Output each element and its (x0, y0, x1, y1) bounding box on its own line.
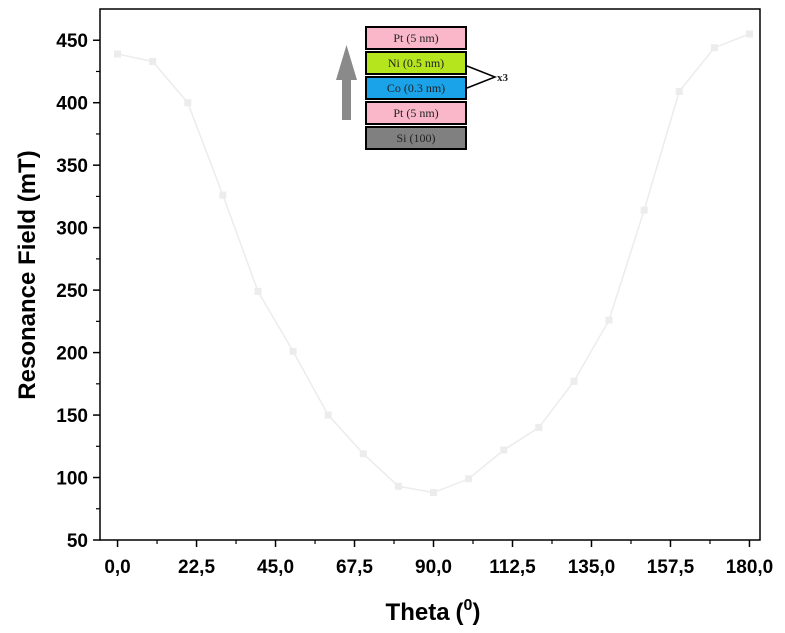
x-axis-title-close: ) (472, 599, 480, 626)
x-tick-label: 180,0 (726, 557, 774, 578)
data-point-marker (465, 475, 473, 483)
data-point-marker (675, 87, 683, 95)
inset-layer-label: Si (100) (397, 131, 436, 145)
data-point-marker (535, 424, 543, 432)
data-point-marker (359, 450, 367, 458)
y-axis-title: Resonance Field (mT) (14, 150, 41, 399)
inset-layer-label: Ni (0.5 nm) (388, 56, 444, 70)
x-tick-label: 112,5 (489, 557, 536, 578)
data-point-marker (745, 30, 753, 38)
data-point-marker (570, 377, 578, 385)
data-point-marker (394, 482, 402, 490)
y-tick-label: 200 (56, 344, 88, 365)
repeat-bracket (466, 65, 498, 89)
data-point-marker (430, 489, 438, 497)
data-point-marker (500, 446, 508, 454)
repeat-label: x3 (497, 72, 509, 84)
data-point-marker (710, 44, 718, 52)
x-axis-title-sup: 0 (464, 597, 473, 614)
data-point-marker (605, 316, 613, 324)
data-point-marker (254, 287, 262, 295)
x-axis-title-open: ( (456, 599, 464, 626)
x-tick-label: 22,5 (178, 557, 215, 578)
x-axis-title: Theta (0) (386, 597, 481, 626)
data-point-marker (324, 411, 332, 419)
x-tick-label: 45,0 (257, 557, 294, 578)
data-point-marker (114, 50, 122, 58)
x-axis-title-main: Theta (386, 599, 451, 626)
inset-layers: Pt (5 nm) Ni (0.5 nm) Co (0.3 nm) Pt (5 nm)… (365, 26, 467, 150)
data-point-marker (640, 206, 648, 214)
y-axis-ticks: 50 100 150 200 250 300 350 400 450 (56, 31, 100, 552)
x-tick-label: 157,5 (647, 557, 695, 578)
y-tick-label: 50 (67, 531, 88, 552)
x-axis-ticks: 0,0 22,5 45,0 67,5 90,0 112,5 135,0 157,5 180,0 (104, 540, 773, 578)
inset-layer-box (365, 76, 467, 100)
inset-layer-label: Pt (5 nm) (393, 31, 438, 45)
inset-layer-box (365, 26, 467, 50)
y-tick-label: 400 (56, 94, 88, 115)
x-tick-label: 0,0 (104, 557, 130, 578)
data-point-marker (219, 191, 227, 199)
data-point-marker (184, 99, 192, 107)
y-tick-label: 250 (56, 281, 88, 302)
x-tick-label: 67,5 (336, 557, 373, 578)
y-tick-label: 350 (56, 156, 88, 177)
inset-layer-box (365, 101, 467, 125)
y-tick-label: 450 (56, 31, 88, 52)
x-tick-label: 135,0 (568, 557, 616, 578)
inset-layer-box (365, 126, 467, 150)
inset-layer-label: Pt (5 nm) (393, 106, 438, 120)
magnetization-arrow-icon (336, 45, 357, 120)
y-tick-label: 100 (56, 469, 88, 490)
data-series-layer (114, 30, 753, 497)
data-point-marker (289, 347, 297, 355)
y-tick-label: 150 (56, 406, 88, 427)
inset-layer-label: Co (0.3 nm) (387, 81, 445, 95)
inset-layer-box (365, 51, 467, 75)
data-point-marker (149, 57, 157, 65)
layer-stack-inset: Pt (5 nm) Ni (0.5 nm) Co (0.3 nm) Pt (5 nm)… (336, 22, 516, 154)
y-tick-label: 300 (56, 219, 88, 240)
x-tick-label: 90,0 (415, 557, 452, 578)
